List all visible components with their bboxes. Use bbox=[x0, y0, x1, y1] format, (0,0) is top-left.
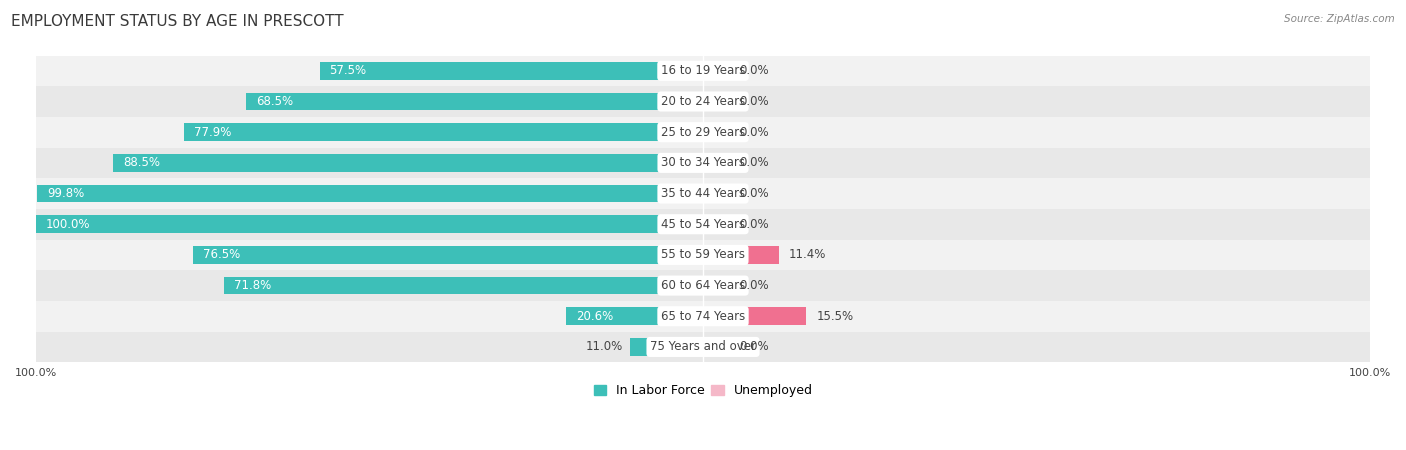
Bar bbox=[37, 216, 703, 233]
Bar bbox=[703, 184, 730, 202]
Text: 100.0%: 100.0% bbox=[46, 218, 90, 231]
Text: 20 to 24 Years: 20 to 24 Years bbox=[661, 95, 745, 108]
Bar bbox=[630, 338, 703, 356]
Text: Source: ZipAtlas.com: Source: ZipAtlas.com bbox=[1284, 14, 1395, 23]
Text: 0.0%: 0.0% bbox=[740, 341, 769, 353]
Text: 0.0%: 0.0% bbox=[740, 156, 769, 169]
Text: 30 to 34 Years: 30 to 34 Years bbox=[661, 156, 745, 169]
Bar bbox=[37, 117, 1369, 148]
Bar bbox=[703, 246, 779, 264]
Bar bbox=[703, 123, 730, 141]
Text: 76.5%: 76.5% bbox=[202, 248, 240, 261]
Text: 11.4%: 11.4% bbox=[789, 248, 827, 261]
Bar bbox=[224, 277, 703, 294]
Bar bbox=[37, 270, 1369, 301]
Bar bbox=[703, 216, 730, 233]
Text: 88.5%: 88.5% bbox=[122, 156, 160, 169]
Bar bbox=[184, 123, 703, 141]
Text: 15.5%: 15.5% bbox=[817, 310, 853, 323]
Text: 35 to 44 Years: 35 to 44 Years bbox=[661, 187, 745, 200]
Bar bbox=[193, 246, 703, 264]
Bar bbox=[703, 277, 730, 294]
Bar bbox=[246, 93, 703, 110]
Bar bbox=[703, 307, 807, 325]
Text: 11.0%: 11.0% bbox=[586, 341, 623, 353]
Bar bbox=[38, 184, 703, 202]
Text: 57.5%: 57.5% bbox=[329, 64, 367, 77]
Text: 60 to 64 Years: 60 to 64 Years bbox=[661, 279, 745, 292]
Bar bbox=[37, 209, 1369, 239]
Text: 45 to 54 Years: 45 to 54 Years bbox=[661, 218, 745, 231]
Text: 71.8%: 71.8% bbox=[235, 279, 271, 292]
Text: 16 to 19 Years: 16 to 19 Years bbox=[661, 64, 745, 77]
Text: 0.0%: 0.0% bbox=[740, 64, 769, 77]
Bar bbox=[112, 154, 703, 172]
Bar bbox=[37, 332, 1369, 362]
Bar bbox=[37, 86, 1369, 117]
Bar bbox=[319, 62, 703, 80]
Text: 99.8%: 99.8% bbox=[48, 187, 84, 200]
Bar bbox=[37, 55, 1369, 86]
Bar bbox=[703, 62, 730, 80]
Bar bbox=[37, 239, 1369, 270]
Bar bbox=[37, 178, 1369, 209]
Text: 55 to 59 Years: 55 to 59 Years bbox=[661, 248, 745, 261]
Legend: In Labor Force, Unemployed: In Labor Force, Unemployed bbox=[589, 379, 817, 402]
Text: 0.0%: 0.0% bbox=[740, 218, 769, 231]
Text: 77.9%: 77.9% bbox=[194, 126, 231, 139]
Text: 20.6%: 20.6% bbox=[575, 310, 613, 323]
Text: EMPLOYMENT STATUS BY AGE IN PRESCOTT: EMPLOYMENT STATUS BY AGE IN PRESCOTT bbox=[11, 14, 344, 28]
Text: 0.0%: 0.0% bbox=[740, 126, 769, 139]
Bar bbox=[37, 148, 1369, 178]
Text: 0.0%: 0.0% bbox=[740, 279, 769, 292]
Bar bbox=[703, 338, 730, 356]
Text: 68.5%: 68.5% bbox=[256, 95, 294, 108]
Bar bbox=[37, 301, 1369, 332]
Text: 75 Years and over: 75 Years and over bbox=[650, 341, 756, 353]
Text: 0.0%: 0.0% bbox=[740, 187, 769, 200]
Text: 0.0%: 0.0% bbox=[740, 95, 769, 108]
Bar bbox=[703, 154, 730, 172]
Text: 65 to 74 Years: 65 to 74 Years bbox=[661, 310, 745, 323]
Bar bbox=[565, 307, 703, 325]
Bar bbox=[703, 93, 730, 110]
Text: 25 to 29 Years: 25 to 29 Years bbox=[661, 126, 745, 139]
